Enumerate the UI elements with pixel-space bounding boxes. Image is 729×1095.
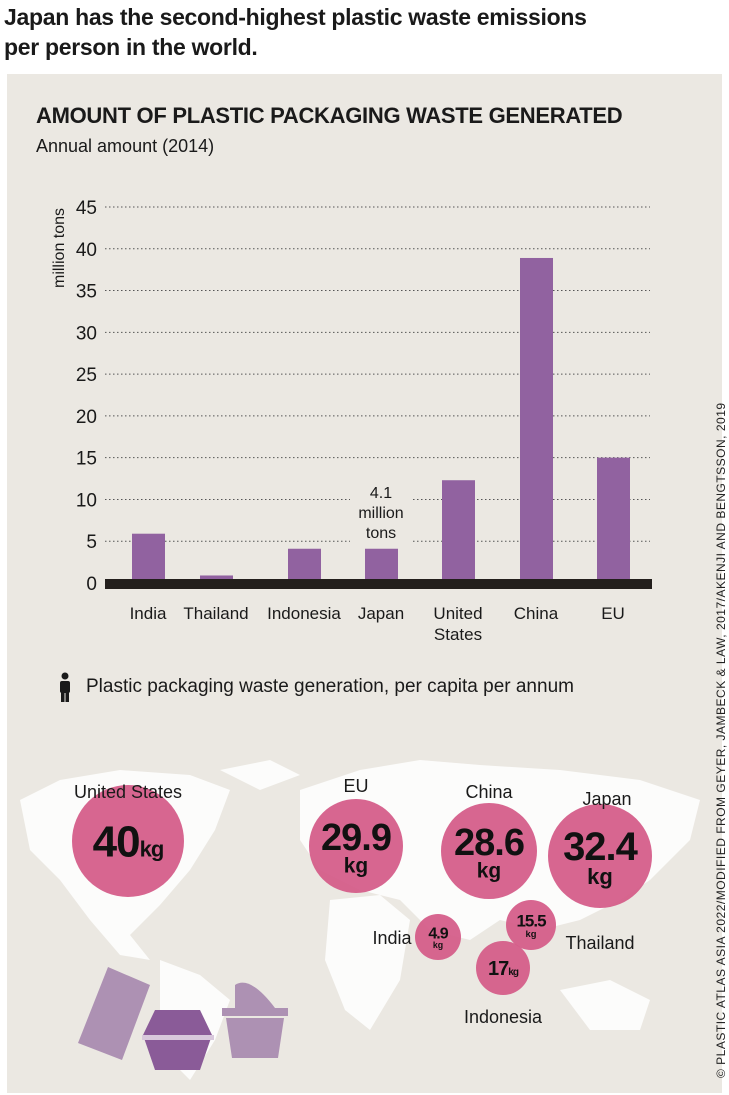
bubble-india — [415, 914, 461, 960]
bubble-unit: kg — [508, 967, 519, 978]
x-axis-baseline — [105, 579, 652, 589]
y-tick-label: 10 — [76, 490, 97, 511]
bubble-country-label: Indonesia — [464, 1007, 543, 1027]
y-tick-label: 15 — [76, 449, 97, 470]
bubble-china — [441, 803, 537, 899]
bubble-thailand — [506, 900, 556, 950]
sachet-icon — [78, 967, 150, 1060]
bar-china — [520, 257, 553, 583]
cup-icon — [226, 1018, 284, 1058]
food-container-lid-line — [142, 1035, 214, 1040]
bubble-value: 15.5 — [516, 912, 546, 931]
y-tick-label: 25 — [76, 365, 97, 386]
x-tick-label: India — [130, 604, 167, 623]
bubble-country-label: Thailand — [565, 933, 634, 953]
bar-japan — [365, 548, 398, 583]
bubble-unit: kg — [433, 940, 443, 950]
bubble-country-label: United States — [74, 782, 182, 802]
bubble-value: 4.9 — [428, 926, 448, 943]
map-legend: Plastic packaging waste generation, per … — [58, 672, 574, 702]
map-landmass — [325, 895, 410, 1030]
bubble-country-label: Japan — [582, 789, 631, 809]
headline: Japan has the second-highest plastic was… — [4, 4, 587, 60]
person-icon — [60, 672, 70, 702]
bar-annotation: million — [358, 505, 403, 522]
y-tick-label: 45 — [76, 198, 97, 219]
bubble-eu — [309, 799, 403, 893]
bar-annotation: 4.1 — [370, 485, 392, 502]
bubble-value: 28.6 — [454, 822, 524, 864]
x-tick-label: Japan — [358, 604, 404, 623]
y-axis-label: million tons — [51, 208, 68, 288]
bubble-value: 32.4 — [563, 825, 639, 869]
bubble-unit: kg — [344, 855, 368, 878]
bar-eu — [597, 457, 630, 583]
bubble-japan — [548, 804, 652, 908]
bar-indonesia — [288, 548, 321, 583]
bubble-country-label: India — [372, 928, 412, 948]
x-tick-label: Thailand — [183, 604, 248, 623]
y-tick-label: 0 — [86, 574, 97, 595]
bubble-country-label: China — [465, 782, 513, 802]
bubble-value: 40kg — [93, 817, 164, 866]
map-landmass — [560, 980, 650, 1030]
x-tick-label: EU — [601, 604, 625, 623]
chart-title: AMOUNT OF PLASTIC PACKAGING WASTE GENERA… — [36, 103, 623, 128]
annotation-background — [350, 480, 412, 550]
x-tick-label: Indonesia — [267, 604, 341, 623]
y-tick-label: 40 — [76, 240, 97, 261]
bar-india — [132, 533, 165, 583]
bubble-unit: kg — [526, 929, 537, 939]
chart-subtitle: Annual amount (2014) — [36, 136, 215, 156]
x-tick-label: United — [433, 604, 482, 623]
bubble-indonesia — [476, 941, 530, 995]
cup-lid-icon — [235, 982, 275, 1008]
bubble-united-states — [72, 785, 184, 897]
x-tick-label: China — [514, 604, 559, 623]
cup-rim — [222, 1008, 288, 1016]
bubble-unit: kg — [587, 864, 613, 889]
y-tick-label: 20 — [76, 407, 97, 428]
legend-label: Plastic packaging waste generation, per … — [86, 676, 574, 697]
y-tick-label: 30 — [76, 323, 97, 344]
bubble-unit: kg — [477, 860, 501, 883]
y-tick-label: 5 — [86, 532, 97, 553]
bar-united-states — [442, 480, 475, 583]
x-tick-label: States — [434, 625, 482, 644]
bubble-unit: kg — [140, 836, 164, 861]
y-tick-label: 35 — [76, 282, 97, 303]
bubble-value: 29.9 — [321, 817, 391, 859]
credit: © PLASTIC ATLAS ASIA 2022/MODIFIED FROM … — [714, 402, 728, 1078]
bar-annotation: tons — [366, 525, 396, 542]
map-landmass — [220, 760, 300, 790]
bubble-country-label: EU — [343, 776, 368, 796]
